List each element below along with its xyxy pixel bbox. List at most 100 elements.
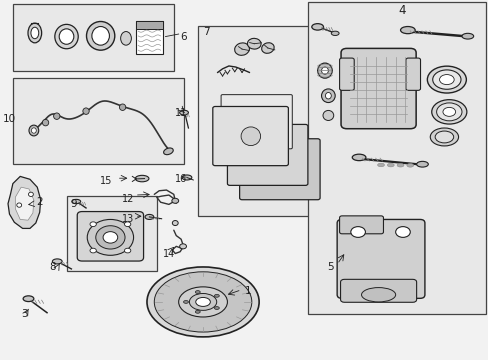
Ellipse shape [189,293,216,310]
FancyBboxPatch shape [77,212,143,261]
Text: 13: 13 [122,215,134,224]
Ellipse shape [124,248,131,253]
Ellipse shape [31,27,39,39]
Ellipse shape [330,31,338,36]
Ellipse shape [321,67,328,74]
Ellipse shape [82,108,89,114]
Ellipse shape [119,104,125,111]
Ellipse shape [145,215,154,220]
Ellipse shape [429,128,458,146]
Ellipse shape [268,159,290,179]
Text: 10: 10 [3,114,16,123]
Ellipse shape [442,107,455,116]
Ellipse shape [183,301,188,303]
Ellipse shape [54,113,60,120]
Polygon shape [15,187,34,220]
Text: 6: 6 [180,32,186,42]
Ellipse shape [72,199,81,204]
Ellipse shape [42,120,49,126]
Bar [13,78,183,164]
Ellipse shape [23,296,34,302]
FancyBboxPatch shape [339,58,353,90]
Ellipse shape [121,32,131,45]
FancyBboxPatch shape [227,125,307,185]
Polygon shape [8,176,41,228]
Text: 7: 7 [203,27,209,37]
Text: 14: 14 [163,249,175,259]
Ellipse shape [90,222,96,226]
Ellipse shape [406,163,413,167]
Ellipse shape [234,43,249,55]
Text: 5: 5 [326,262,333,273]
Ellipse shape [432,70,460,89]
Ellipse shape [103,231,118,243]
Ellipse shape [87,220,133,255]
Ellipse shape [171,198,178,203]
Bar [66,196,157,271]
Ellipse shape [395,226,409,237]
FancyBboxPatch shape [405,58,420,90]
Ellipse shape [179,244,186,249]
Ellipse shape [86,22,115,50]
Ellipse shape [400,27,414,34]
FancyBboxPatch shape [336,220,424,298]
Ellipse shape [247,39,261,49]
Ellipse shape [436,103,461,121]
Ellipse shape [90,248,96,253]
Ellipse shape [321,89,334,103]
Ellipse shape [124,222,131,226]
Ellipse shape [323,111,333,121]
FancyBboxPatch shape [340,279,416,302]
Ellipse shape [431,100,466,124]
Ellipse shape [52,259,62,264]
Text: 15: 15 [100,176,112,186]
FancyBboxPatch shape [340,48,415,129]
Ellipse shape [178,287,227,317]
Text: 16: 16 [175,174,187,184]
Ellipse shape [195,291,200,293]
Ellipse shape [317,63,331,78]
Ellipse shape [377,163,384,167]
Ellipse shape [461,33,473,39]
Ellipse shape [439,75,453,85]
Text: 12: 12 [122,194,134,204]
Text: 3: 3 [21,309,28,319]
Ellipse shape [195,310,200,313]
Ellipse shape [241,127,260,145]
Ellipse shape [350,226,365,237]
Ellipse shape [396,163,403,167]
Ellipse shape [135,175,149,182]
Bar [307,3,485,315]
Bar [198,26,334,216]
Text: 8: 8 [49,262,56,272]
Ellipse shape [154,272,251,332]
Ellipse shape [361,288,395,302]
Bar [136,22,162,29]
Ellipse shape [28,23,41,43]
Ellipse shape [96,226,125,249]
Ellipse shape [195,297,210,306]
Ellipse shape [256,145,278,165]
Ellipse shape [92,27,109,45]
Ellipse shape [179,110,188,115]
Ellipse shape [29,125,39,136]
Bar [13,4,173,71]
Ellipse shape [416,161,427,167]
Ellipse shape [325,93,330,99]
FancyBboxPatch shape [221,95,292,149]
Ellipse shape [147,267,259,337]
Ellipse shape [59,29,74,44]
Ellipse shape [311,24,323,30]
Ellipse shape [163,148,173,155]
Ellipse shape [172,221,178,226]
Ellipse shape [55,24,78,49]
FancyBboxPatch shape [239,139,320,200]
Ellipse shape [182,175,191,180]
Ellipse shape [214,294,219,297]
Ellipse shape [351,154,365,161]
FancyBboxPatch shape [212,107,288,166]
Ellipse shape [214,307,219,310]
Text: 2: 2 [36,197,42,207]
Ellipse shape [427,66,466,93]
Text: 4: 4 [397,4,405,17]
